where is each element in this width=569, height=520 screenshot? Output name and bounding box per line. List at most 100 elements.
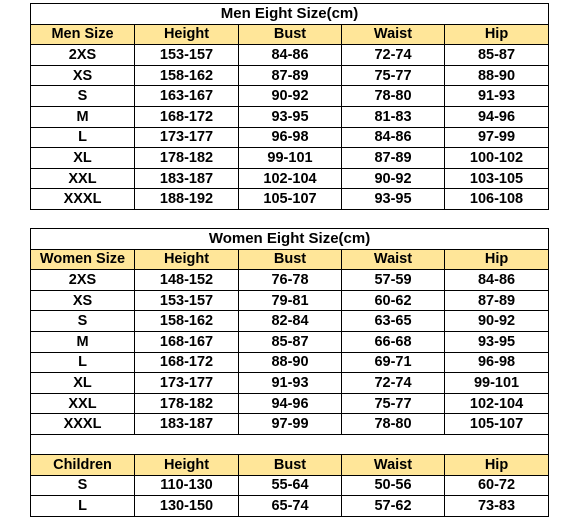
men-cell: 153-157 [134,44,239,66]
women-cell: 105-107 [443,413,550,435]
women-cell: 94-96 [238,392,342,415]
children-cell: 60-72 [444,474,549,497]
women-cell: 178-182 [134,392,239,415]
men-cell: XS [30,64,135,87]
men-cell: 183-187 [134,167,239,190]
children-header-row: Children Height Bust Waist Hip [30,454,549,476]
men-column-header: Height [134,23,239,46]
women-cell: XXXL [30,413,135,435]
men-cell: S [30,85,135,107]
men-cell: 2XS [30,44,135,66]
table-row: XS 153-157 79-81 60-62 87-89 [30,289,550,312]
men-cell: L [30,126,135,149]
table-row: M 168-167 85-87 66-68 93-95 [30,330,550,353]
children-cell: 55-64 [238,474,342,497]
women-cell: 69-71 [341,351,445,374]
men-cell: 78-80 [341,85,445,107]
table-row: XS 158-162 87-89 75-77 88-90 [30,64,549,87]
children-cell: S [30,474,135,497]
men-cell: 94-96 [444,105,549,128]
men-header-row: Men Size Height Bust Waist Hip [30,23,549,46]
women-size-table: Women Eight Size(cm) Women Size Height Bust… [29,228,550,456]
table-row: L 130-150 65-74 57-62 73-83 [30,495,549,517]
women-cell: 63-65 [341,310,445,332]
men-column-header: Hip [444,23,549,46]
women-cell: 96-98 [443,351,550,374]
women-cell: 91-93 [238,372,342,394]
children-cell: 50-56 [341,474,445,497]
women-cell: 72-74 [341,372,445,394]
women-cell: 87-89 [443,289,550,312]
women-cell: 78-80 [341,413,445,435]
men-cell: 105-107 [238,188,342,210]
women-cell: XL [30,372,135,394]
women-cell: 102-104 [443,392,550,415]
table-row: L 168-172 88-90 69-71 96-98 [30,351,550,374]
men-cell: 93-95 [238,105,342,128]
women-cell: 183-187 [134,413,239,435]
men-cell: XXXL [30,188,135,210]
men-cell: 87-89 [341,147,445,169]
men-cell: 90-92 [238,85,342,107]
table-row: M 168-172 93-95 81-83 94-96 [30,105,549,128]
men-cell: 163-167 [134,85,239,107]
women-cell: XS [30,289,135,312]
women-cell: XXL [30,392,135,415]
table-row: XXL 178-182 94-96 75-77 102-104 [30,392,550,415]
women-cell: 79-81 [238,289,342,312]
children-cell: L [30,495,135,517]
men-cell: 84-86 [341,126,445,149]
women-table-title: Women Eight Size(cm) [29,228,550,250]
men-table-title: Men Eight Size(cm) [30,3,549,25]
table-row: XL 173-177 91-93 72-74 99-101 [30,372,550,394]
women-cell: 57-59 [341,269,445,291]
children-cell: 130-150 [134,495,239,517]
women-table-body: Women Eight Size(cm) Women Size Height Bust… [29,228,550,456]
women-cell: 168-172 [134,351,239,374]
women-cell: 153-157 [134,289,239,312]
men-cell: 188-192 [134,188,239,210]
children-column-header: Bust [238,454,342,476]
women-column-header: Women Size [30,248,135,271]
spacer-row [29,433,550,456]
women-column-header: Waist [341,248,445,271]
men-cell: M [30,105,135,128]
men-cell: 178-182 [134,147,239,169]
men-cell: 93-95 [341,188,445,210]
table-row: 2XS 153-157 84-86 72-74 85-87 [30,44,549,66]
men-cell: 85-87 [444,44,549,66]
children-cell: 57-62 [341,495,445,517]
women-cell: 173-177 [134,372,239,394]
women-cell: 93-95 [443,330,550,353]
men-cell: 81-83 [341,105,445,128]
women-column-header: Hip [443,248,550,271]
men-size-table: Men Eight Size(cm) Men Size Height Bust Wais… [30,3,549,210]
women-column-header: Height [134,248,239,271]
women-cell: 66-68 [341,330,445,353]
men-cell: 168-172 [134,105,239,128]
women-cell: 75-77 [341,392,445,415]
children-column-header: Children [30,454,135,476]
men-cell: 88-90 [444,64,549,87]
men-cell: 97-99 [444,126,549,149]
table-row: S 110-130 55-64 50-56 60-72 [30,474,549,497]
women-cell: 90-92 [443,310,550,332]
table-row: S 158-162 82-84 63-65 90-92 [30,310,550,332]
women-cell: L [30,351,135,374]
men-title-row: Men Eight Size(cm) [30,3,549,25]
children-column-header: Height [134,454,239,476]
table-row: L 173-177 96-98 84-86 97-99 [30,126,549,149]
women-header-row: Women Size Height Bust Waist Hip [30,248,550,271]
women-cell: 60-62 [341,289,445,312]
women-cell: 168-167 [134,330,239,353]
men-cell: XXL [30,167,135,190]
men-cell: 106-108 [444,188,549,210]
women-title-row: Women Eight Size(cm) [29,228,550,250]
women-cell: 99-101 [443,372,550,394]
table-row: XXXL 183-187 97-99 78-80 105-107 [30,413,550,435]
children-cell: 73-83 [444,495,549,517]
women-cell: 2XS [30,269,135,291]
women-cell: 158-162 [134,310,239,332]
men-table-body: Men Eight Size(cm) Men Size Height Bust Wais… [30,3,549,210]
men-cell: 90-92 [341,167,445,190]
